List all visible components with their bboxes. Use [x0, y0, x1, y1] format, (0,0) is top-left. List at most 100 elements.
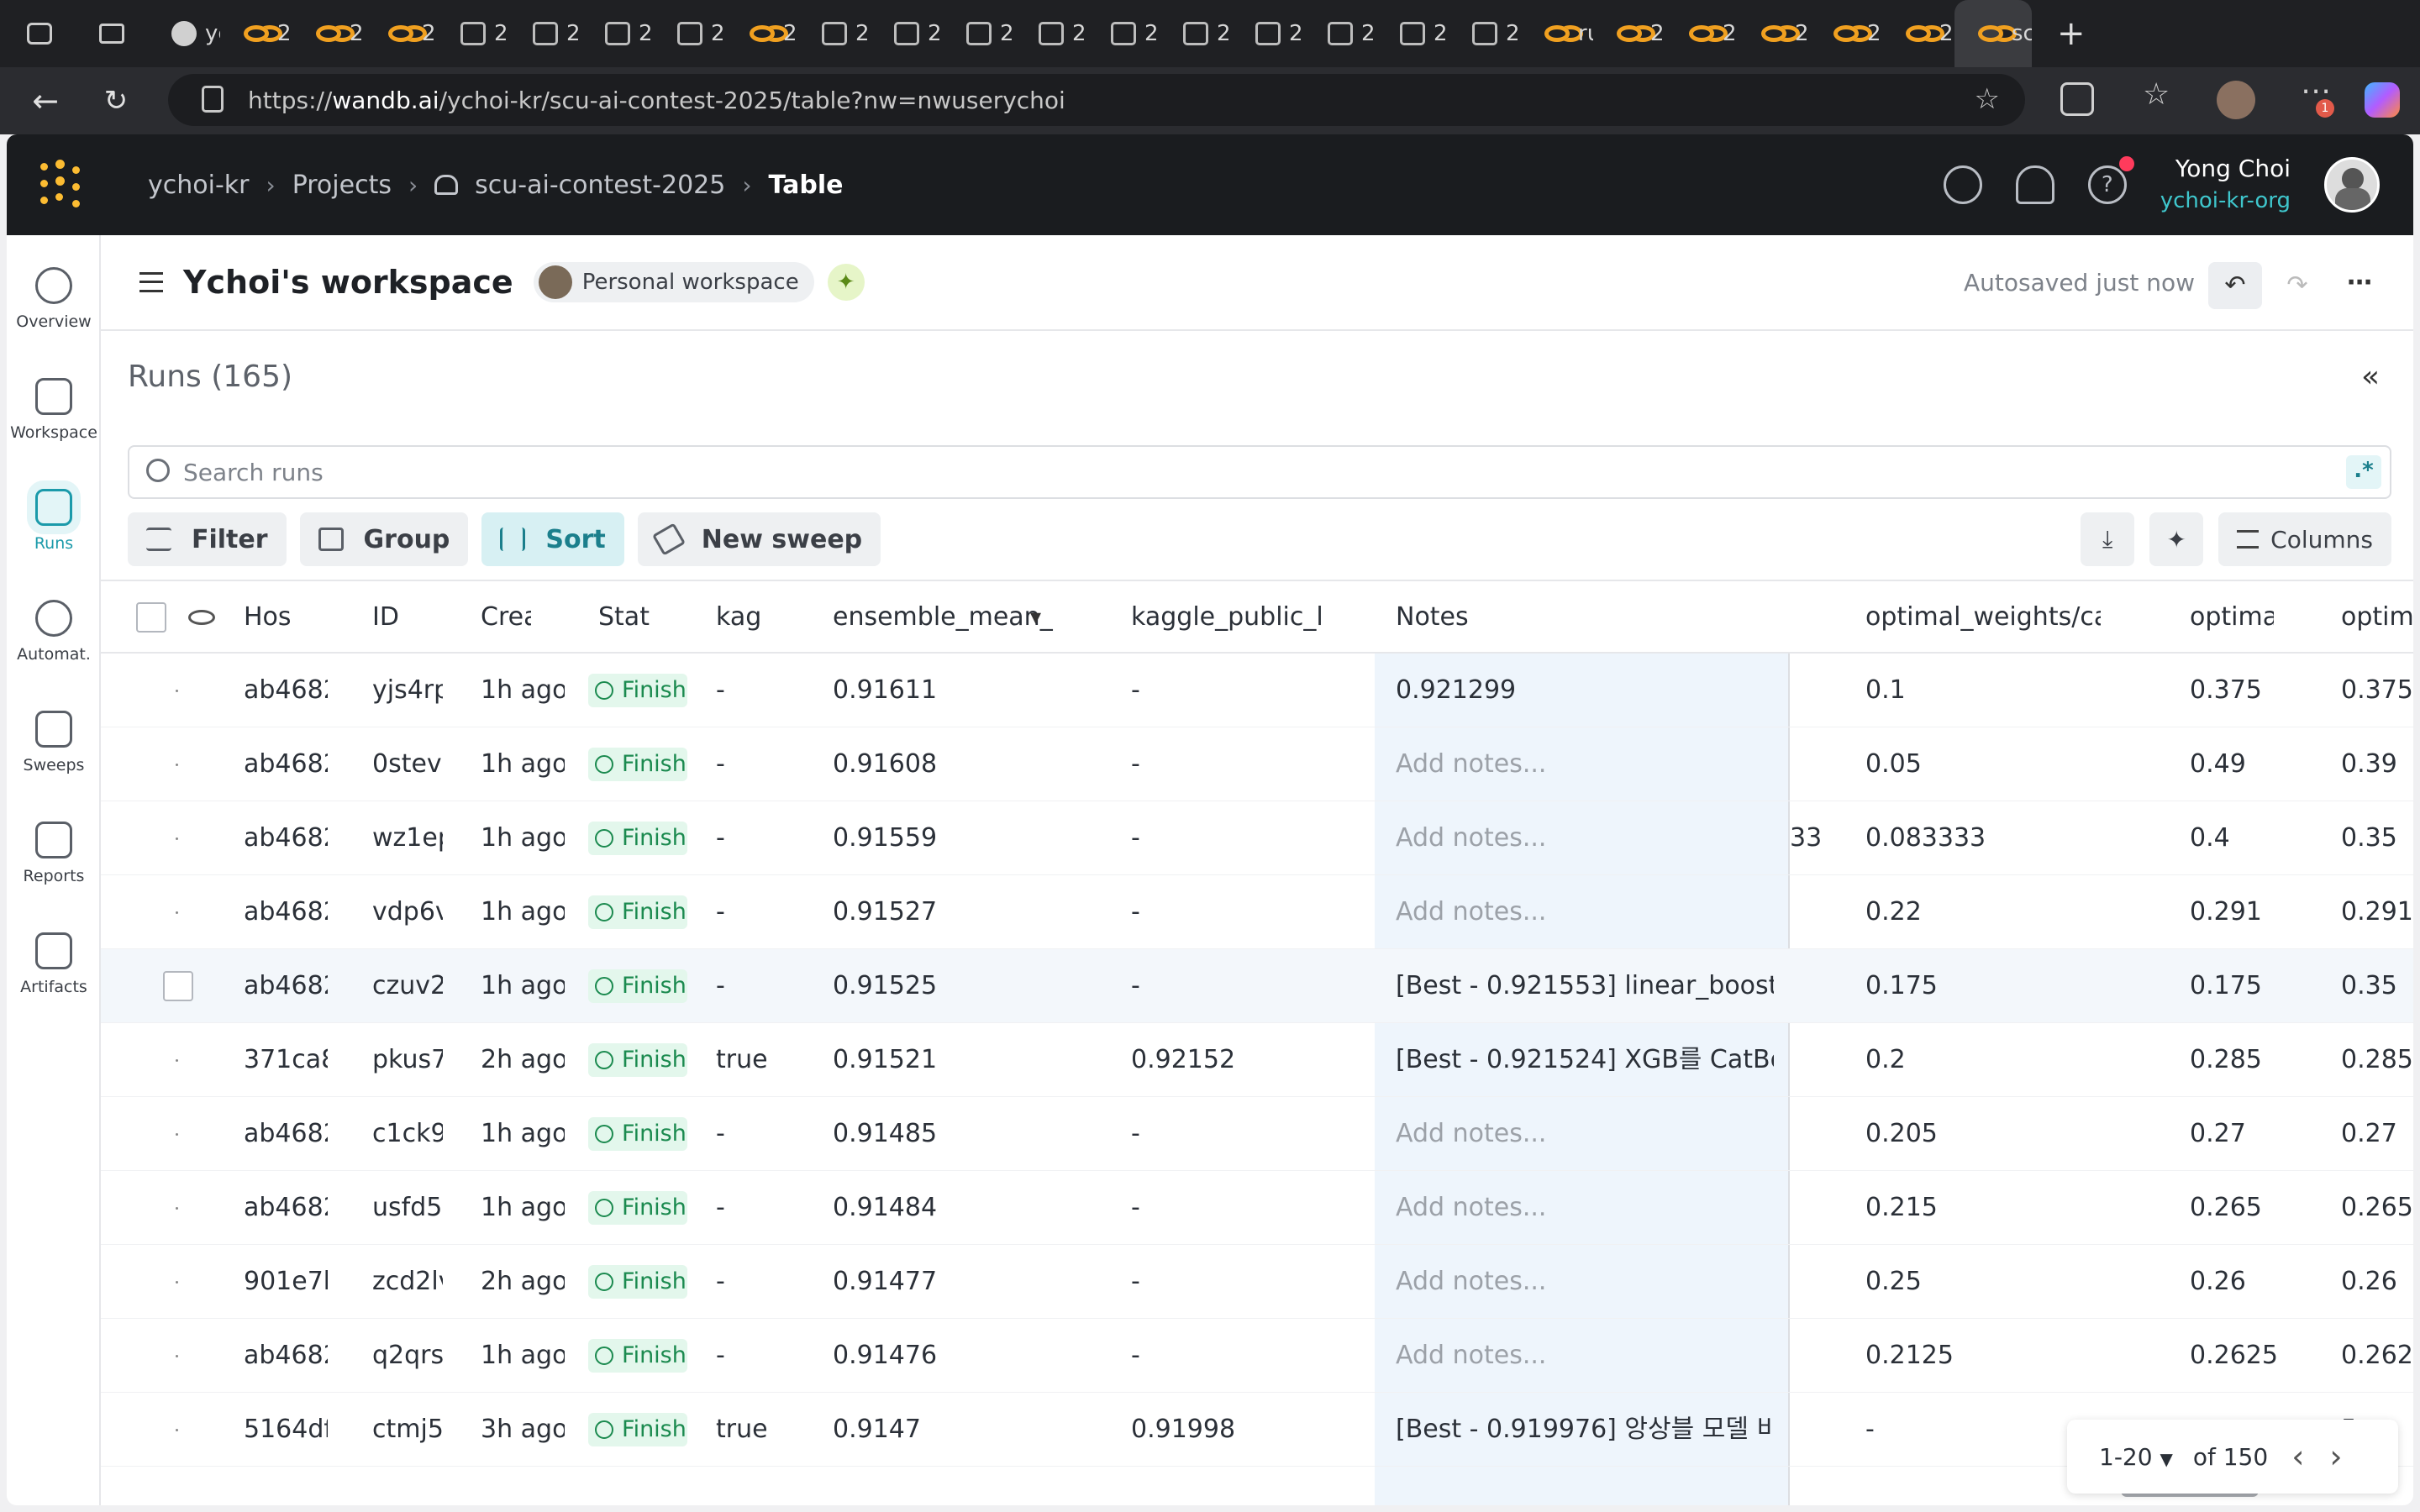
column-header[interactable]: kaggle_public_lb — [1131, 602, 1324, 632]
sparkle-icon[interactable]: ✦ — [827, 264, 865, 301]
rail-item-runs[interactable]: Runs — [7, 489, 101, 553]
row-select-handle[interactable] — [176, 1059, 178, 1062]
search-runs-field[interactable]: Search runs .* — [128, 445, 2391, 499]
browser-tab[interactable]: 20 — [1882, 0, 1954, 67]
column-header[interactable]: optima — [2341, 602, 2413, 632]
notes-cell[interactable]: Add notes... — [1396, 1193, 1547, 1222]
sort-desc-icon[interactable]: ▾ — [1030, 605, 1042, 630]
profile-avatar[interactable] — [2217, 81, 2255, 119]
workspace-badge[interactable]: Personal workspace — [533, 262, 814, 302]
browser-tab[interactable]: 20 — [1593, 0, 1665, 67]
page-range-select[interactable]: 1-20 ▼ — [2099, 1443, 2173, 1471]
sort-button[interactable]: Sort — [481, 512, 624, 566]
browser-tab[interactable]: 20 — [220, 0, 292, 67]
bell-icon[interactable] — [2015, 165, 2054, 204]
column-header[interactable]: ensemble_mean_ — [833, 602, 1053, 632]
notes-cell[interactable]: Add notes... — [1396, 823, 1547, 853]
column-header[interactable]: Crea — [481, 602, 531, 632]
table-row[interactable]: 5164df. ctmj5 3h ago Finish true 0.9147 0.9199… — [101, 1393, 2413, 1467]
reload-icon[interactable]: ↻ — [103, 84, 129, 118]
browser-tab[interactable]: 20 — [292, 0, 365, 67]
hamburger-icon[interactable] — [139, 272, 163, 292]
help-icon[interactable]: ? — [2087, 156, 2134, 204]
browser-tab[interactable]: 20 — [726, 0, 798, 67]
browser-tab[interactable]: 20 — [654, 0, 726, 67]
star-icon[interactable]: ☆ — [1974, 82, 2000, 116]
back-arrow-icon[interactable]: ← — [32, 82, 59, 119]
copilot-icon[interactable] — [2365, 82, 2400, 118]
crumb-projects[interactable]: Projects — [292, 170, 392, 200]
browser-tab[interactable]: 20 — [1304, 0, 1376, 67]
rail-item-reports[interactable]: Reports — [7, 822, 101, 885]
row-select-handle[interactable] — [176, 911, 178, 914]
magic-wand-icon[interactable]: ✦ — [2149, 512, 2204, 566]
wandb-logo-icon[interactable] — [40, 160, 99, 210]
rail-item-overview[interactable]: Overview — [7, 267, 101, 331]
rail-item-artifacts[interactable]: Artifacts — [7, 932, 101, 996]
extensions-icon[interactable] — [2060, 82, 2094, 116]
notes-cell[interactable]: [Best - 0.921524] XGB를 CatBo… — [1396, 1045, 1774, 1074]
notes-cell[interactable]: Add notes... — [1396, 1341, 1547, 1370]
row-select-handle[interactable] — [176, 1207, 178, 1210]
notes-cell[interactable]: [Best - 0.921553] linear_boosted — [1396, 971, 1774, 1000]
column-header[interactable]: ID — [372, 602, 399, 632]
browser-tab[interactable]: 20 — [798, 0, 871, 67]
crumb-entity[interactable]: ychoi-kr — [148, 170, 250, 200]
columns-button[interactable]: Columns — [2218, 512, 2391, 566]
column-header[interactable]: kag — [716, 602, 762, 632]
rail-item-workspace[interactable]: Workspace — [7, 378, 101, 442]
row-select-handle[interactable] — [176, 1429, 178, 1431]
new-tab-button[interactable]: + — [2057, 14, 2086, 53]
browser-tab[interactable]: 20 — [1449, 0, 1521, 67]
regex-toggle[interactable]: .* — [2346, 455, 2381, 489]
select-all-checkbox[interactable] — [136, 602, 166, 633]
row-select-handle[interactable] — [176, 690, 178, 692]
column-header[interactable]: Stat — [598, 602, 650, 632]
browser-tab[interactable]: 20 — [1810, 0, 1882, 67]
column-header[interactable]: Notes — [1396, 602, 1469, 632]
collapse-panel-icon[interactable]: « — [2360, 360, 2380, 394]
notes-cell[interactable]: 0.921299 — [1396, 675, 1517, 705]
rail-item-sweeps[interactable]: Sweeps — [7, 711, 101, 774]
chevron-left-icon[interactable]: ‹ — [2291, 1438, 2305, 1475]
search-icon[interactable] — [1943, 165, 1982, 204]
more-icon[interactable]: ⋯ — [2347, 268, 2372, 297]
browser-tab[interactable]: 20 — [1376, 0, 1449, 67]
row-select-handle[interactable] — [176, 1281, 178, 1284]
browser-tab[interactable]: 20 — [1015, 0, 1087, 67]
undo-icon[interactable]: ↶ — [2208, 262, 2262, 309]
notes-cell[interactable]: Add notes... — [1396, 1267, 1547, 1296]
row-select-handle[interactable] — [176, 1133, 178, 1136]
row-select-handle[interactable] — [176, 1355, 178, 1357]
browser-tab[interactable]: 20 — [509, 0, 581, 67]
group-button[interactable]: Group — [299, 512, 469, 566]
download-icon[interactable]: ⤓ — [2081, 512, 2135, 566]
row-checkbox[interactable] — [163, 971, 193, 1001]
rail-item-automat[interactable]: Automat. — [7, 600, 101, 664]
table-row[interactable]: 371ca8 pkus7 2h ago Finish true 0.91521 0.9215… — [101, 1023, 2413, 1097]
browser-tab[interactable]: sc× — [1954, 0, 2032, 67]
notes-cell[interactable]: Add notes... — [1396, 749, 1547, 779]
browser-tab[interactable]: 20 — [437, 0, 509, 67]
avatar[interactable] — [2324, 157, 2380, 213]
notes-cell[interactable]: Add notes... — [1396, 897, 1547, 927]
column-header[interactable]: optimal_weights/cat — [1865, 602, 2101, 632]
browser-tab[interactable]: 20 — [871, 0, 943, 67]
filter-button[interactable]: Filter — [128, 512, 287, 566]
notes-cell[interactable]: [Best - 0.919976] 앙상블 모델 비… — [1396, 1415, 1774, 1444]
browser-tab[interactable]: yc — [148, 0, 220, 67]
browser-tab[interactable] — [3, 0, 76, 67]
user-menu[interactable]: Yong Choi ychoi-kr-org — [2160, 153, 2291, 217]
browser-tab[interactable]: 20 — [365, 0, 437, 67]
browser-tab[interactable]: 20 — [1738, 0, 1810, 67]
browser-tab[interactable]: ru — [1521, 0, 1593, 67]
browser-tab[interactable] — [76, 0, 148, 67]
row-select-handle[interactable] — [176, 764, 178, 766]
